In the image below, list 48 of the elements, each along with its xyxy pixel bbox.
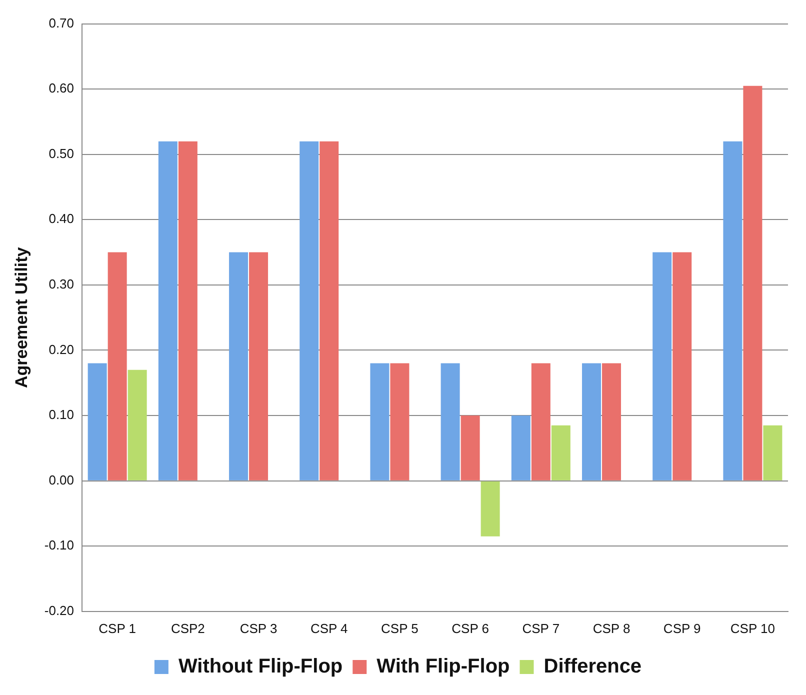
x-tick-label: CSP 3 <box>240 620 278 636</box>
x-tick-label: CSP 4 <box>310 620 348 636</box>
y-axis-title: Agreement Utility <box>12 246 31 388</box>
bar <box>460 416 480 480</box>
bar <box>320 141 339 480</box>
x-tick-label: CSP2 <box>170 620 205 636</box>
bar <box>440 363 460 480</box>
bar <box>390 363 410 480</box>
bar <box>602 363 622 480</box>
bar <box>531 363 550 480</box>
bar <box>108 252 127 480</box>
x-tick-label: CSP 9 <box>663 620 701 636</box>
y-tick-label: 0.00 <box>48 472 74 488</box>
x-tick-label: CSP 7 <box>522 620 560 636</box>
x-tick-label: CSP 5 <box>381 620 418 636</box>
bar <box>672 252 692 480</box>
y-tick-label: 0.10 <box>48 407 74 422</box>
y-tick-label: -0.20 <box>44 602 74 618</box>
bar <box>480 481 500 536</box>
y-tick-label: 0.40 <box>48 211 74 226</box>
y-tick-label: -0.10 <box>44 538 74 553</box>
y-tick-label: 0.20 <box>48 342 74 357</box>
y-tick-label: 0.70 <box>48 15 74 30</box>
bar <box>158 141 178 480</box>
y-tick-label: 0.60 <box>48 80 74 96</box>
bar <box>128 370 147 480</box>
legend-label: Difference <box>544 656 642 678</box>
bar <box>723 141 742 480</box>
legend-label: Without Flip-Flop <box>178 656 343 678</box>
bar <box>652 252 672 480</box>
legend-label: With Flip-Flop <box>376 656 510 678</box>
bar <box>178 141 198 480</box>
bar <box>88 363 107 480</box>
bar <box>511 416 530 480</box>
x-tick-label: CSP 8 <box>592 620 630 636</box>
y-tick-label: 0.50 <box>48 146 74 161</box>
bar <box>551 425 570 480</box>
bar <box>229 252 248 480</box>
x-tick-label: CSP 6 <box>452 620 489 636</box>
x-tick-label: CSP 10 <box>730 620 775 636</box>
bar <box>370 363 390 480</box>
bar <box>582 363 602 480</box>
bar <box>763 425 782 480</box>
bar <box>300 141 319 480</box>
x-tick-label: CSP 1 <box>98 620 136 636</box>
bar <box>743 86 762 480</box>
y-tick-label: 0.30 <box>48 276 74 292</box>
bar <box>249 252 268 480</box>
